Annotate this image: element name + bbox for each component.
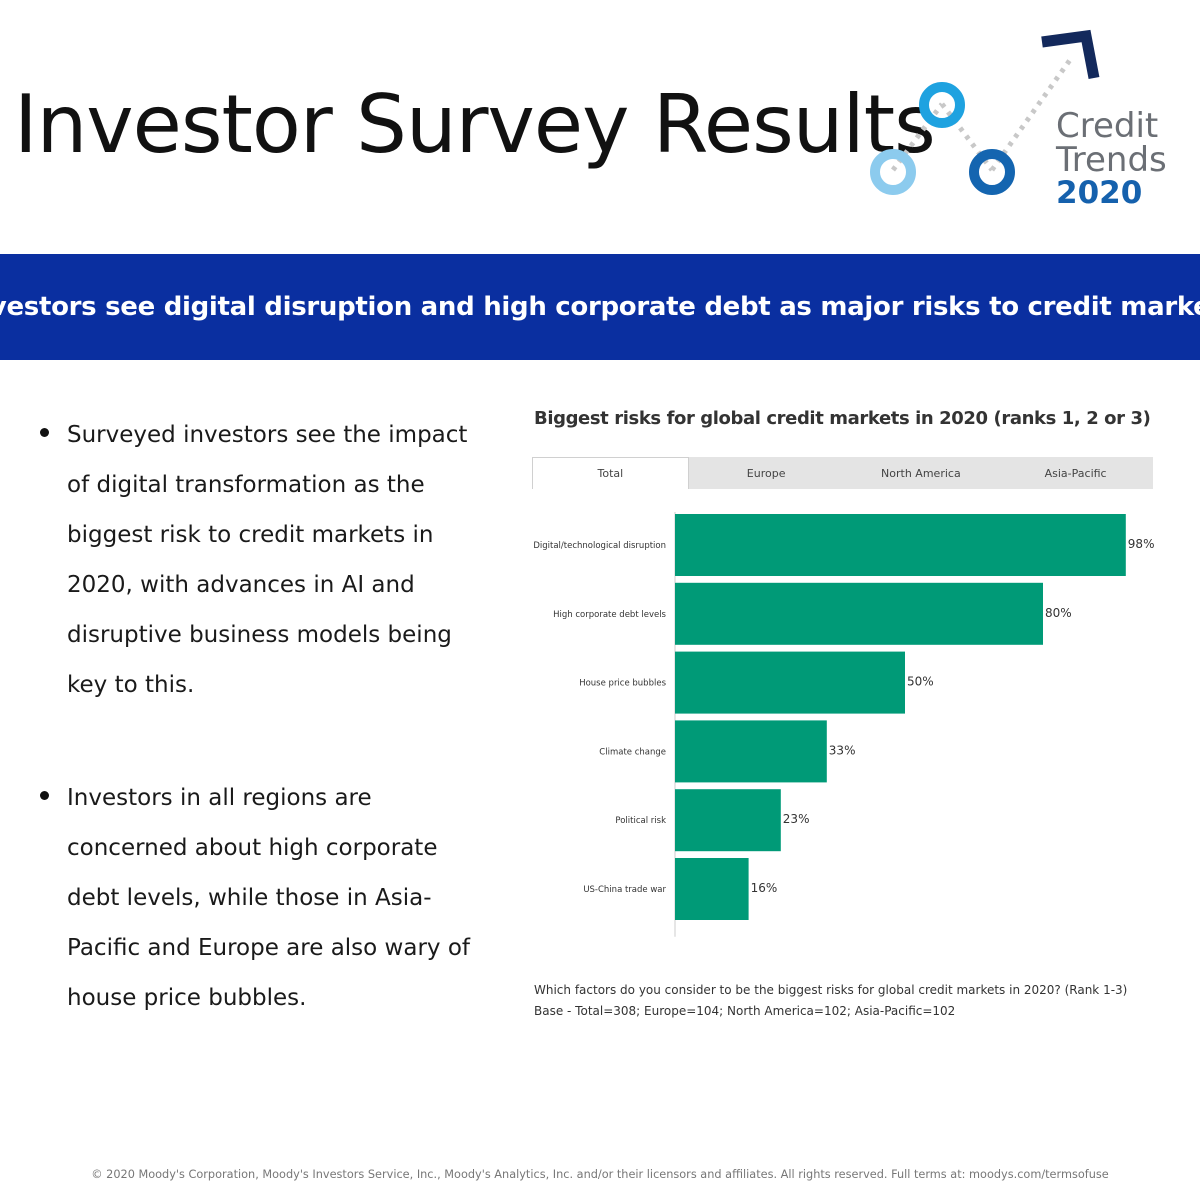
tab-total[interactable]: Total (532, 457, 689, 489)
bar-2 (675, 651, 905, 714)
category-label-5: US-China trade war (583, 885, 666, 895)
tab-asia-pacific[interactable]: Asia-Pacific (1044, 466, 1107, 480)
category-label-4: Political risk (615, 816, 666, 826)
logo-credit-text: Credit (1056, 106, 1159, 146)
category-label-2: House price bubbles (579, 679, 666, 689)
credit-trends-logo: Credit Trends 2020 (850, 22, 1180, 232)
headline-banner: Investors see digital disruption and hig… (0, 254, 1200, 360)
copyright-footer: © 2020 Moody's Corporation, Moody's Inve… (91, 1168, 1109, 1181)
category-label-3: Climate change (599, 747, 666, 757)
category-label-1: High corporate debt levels (553, 610, 666, 620)
key-finding-item: Surveyed investors see the impact of dig… (30, 410, 490, 710)
chart-note: Which factors do you consider to be the … (534, 980, 1127, 1022)
region-tabs: Total Europe North America Asia-Pacific (532, 457, 1153, 489)
bar-1 (675, 582, 1043, 645)
key-finding-item: Investors in all regions are concerned a… (30, 773, 490, 1023)
tab-europe[interactable]: Europe (746, 466, 786, 480)
value-label-5: 16% (751, 881, 778, 895)
credit-trends-logo-graphic (870, 29, 1100, 195)
bar-0 (675, 514, 1126, 576)
value-label-0: 98% (1128, 537, 1155, 551)
bar-5 (675, 858, 749, 920)
headline-text: Investors see digital disruption and hig… (0, 292, 1200, 322)
survey-question: Which factors do you consider to be the … (534, 983, 1128, 997)
value-label-1: 80% (1045, 606, 1072, 620)
key-findings-list: Surveyed investors see the impact of dig… (30, 410, 490, 1023)
logo-year-text: 2020 (1056, 175, 1143, 211)
tab-north-america[interactable]: North America (881, 466, 961, 480)
value-label-3: 33% (829, 743, 856, 757)
survey-base: Base - Total=308; Europe=104; North Amer… (534, 1004, 956, 1018)
value-label-4: 23% (783, 812, 810, 826)
risk-bar-chart: Digital/technological disruption 98% High … (533, 512, 1155, 937)
logo-trends-text: Trends (1056, 140, 1167, 180)
category-label-0: Digital/technological disruption (533, 541, 666, 551)
value-label-2: 50% (907, 675, 934, 689)
page-title: Investor Survey Results (14, 78, 936, 171)
bar-3 (675, 720, 827, 783)
bar-4 (675, 789, 781, 852)
chart-title: Biggest risks for global credit markets … (534, 408, 1151, 429)
